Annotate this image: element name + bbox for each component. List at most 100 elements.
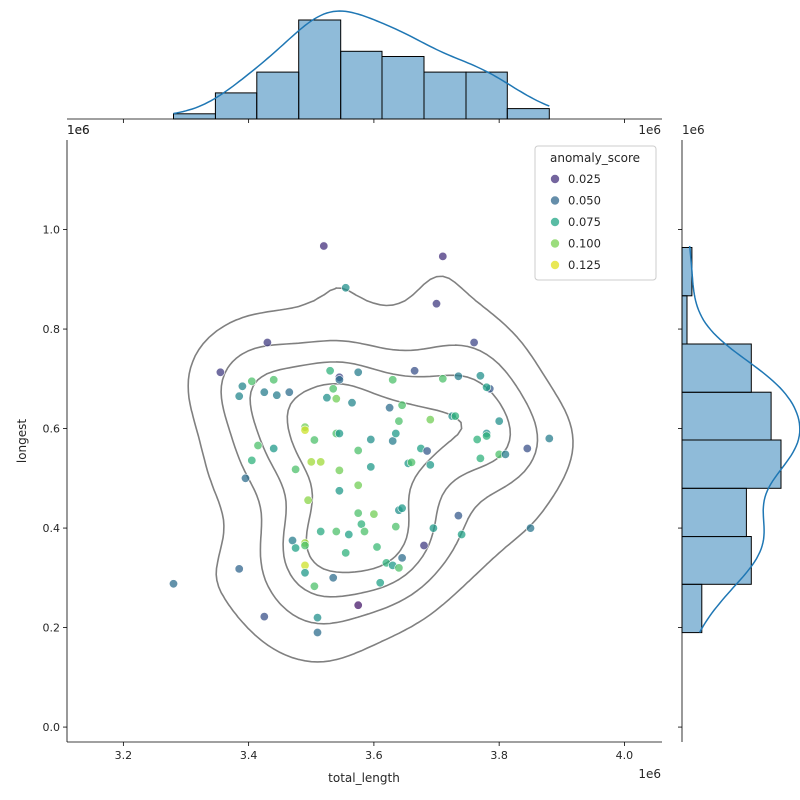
scatter-point [237,381,247,391]
top-histogram-bar [256,71,300,120]
y-tick-label: 0.8 [43,323,61,336]
kde-contour-level-1 [187,275,574,663]
scatter-point [312,613,322,623]
scatter-point [247,455,257,465]
scatter-point [431,299,441,309]
scatter-point [544,433,554,443]
scatter-point [494,416,504,426]
scatter-points [169,241,554,637]
scatter-point [406,457,416,467]
scatter-point [309,581,319,591]
scatter-point [291,464,301,474]
scatter-point [331,394,341,404]
x-axis-offset-label: 1e6 [638,767,661,781]
legend-marker [550,196,560,205]
scatter-point [453,511,463,521]
legend-marker [550,174,560,184]
scatter-point [469,337,479,347]
scatter-point [269,443,279,453]
scatter-point [428,523,438,533]
legend-frame [534,145,657,281]
legend-marker [550,239,560,248]
scatter-point [500,449,510,459]
scatter-point [419,540,429,550]
scatter-point [359,526,369,536]
kde-contours [187,275,574,663]
scatter-point [457,529,467,539]
y-axis-offset-label: 1e6 [67,123,90,137]
legend-items: 0.025 0.050 0.075 0.100 0.125 [550,172,601,272]
scatter-point [316,526,326,536]
y-axis-ticks: 0.0 0.2 0.4 0.6 0.8 1.0 [43,224,67,734]
scatter-point [425,415,435,425]
scatter-point [287,535,297,545]
legend-title: anomaly_score [550,151,640,165]
scatter-point [341,548,351,558]
scatter-point [410,366,420,376]
top-marginal-axes: 1e6 1e6 [67,10,662,137]
right-histogram-bar [681,536,752,585]
legend-label: 0.050 [568,194,601,208]
scatter-point [300,425,310,435]
top-histogram-bar [298,19,342,120]
top-histogram-bar [423,71,467,120]
scatter-point [234,391,244,401]
scatter-point [366,462,376,472]
scatter-point [366,434,376,444]
x-tick-label: 4.0 [616,749,634,762]
scatter-point [353,600,363,610]
scatter-point [397,503,407,513]
legend-label: 0.100 [568,237,601,251]
right-marginal-axes: 1e6 [678,123,800,742]
scatter-point [316,457,326,467]
y-axis-label: longest [15,419,29,464]
scatter-point [453,371,463,381]
right-histogram-bar [681,583,703,634]
scatter-point [391,522,401,532]
y-tick-label: 0.0 [43,721,61,734]
top-kde-curve [173,10,550,115]
scatter-point [331,526,341,536]
scatter-point [325,366,335,376]
scatter-point [291,543,301,553]
scatter-point [312,627,322,637]
scatter-point [169,579,179,589]
scatter-point [306,457,316,467]
top-histogram-bar [506,108,550,120]
joint-axes: 3.2 3.4 3.6 3.8 4.0 0.0 0.2 0.4 0.6 0.8 1.0 total… [15,123,662,785]
x-tick-label: 3.4 [240,749,258,762]
scatter-point [425,460,435,470]
legend-marker [550,260,560,270]
scatter-point [522,443,532,453]
right-kde-curve [688,245,800,633]
scatter-point [482,431,492,441]
scatter-point [334,375,344,385]
y-tick-label: 0.6 [43,423,61,436]
scatter-point [472,434,482,444]
scatter-point [269,375,279,385]
scatter-point [353,367,363,377]
scatter-point [394,563,404,573]
scatter-point [375,578,385,588]
right-histogram-bar [681,343,752,393]
right-histogram-bar [681,487,747,538]
scatter-point [438,374,448,384]
top-margin-ticks [122,119,625,123]
right-histogram-bar [681,391,772,441]
scatter-point [259,387,269,397]
scatter-point [319,241,329,251]
scatter-point [300,568,310,578]
scatter-point [394,416,404,426]
scatter-point [353,445,363,455]
scatter-point [272,390,282,400]
x-axis-ticks: 3.2 3.4 3.6 3.8 4.0 [115,742,634,762]
scatter-point [397,400,407,410]
top-histogram-bar [340,50,383,120]
right-margin-offset-label: 1e6 [682,123,705,137]
scatter-point [482,382,492,392]
scatter-point [388,375,398,385]
scatter-point [334,465,344,475]
y-tick-label: 0.2 [43,622,61,635]
scatter-point [353,508,363,518]
